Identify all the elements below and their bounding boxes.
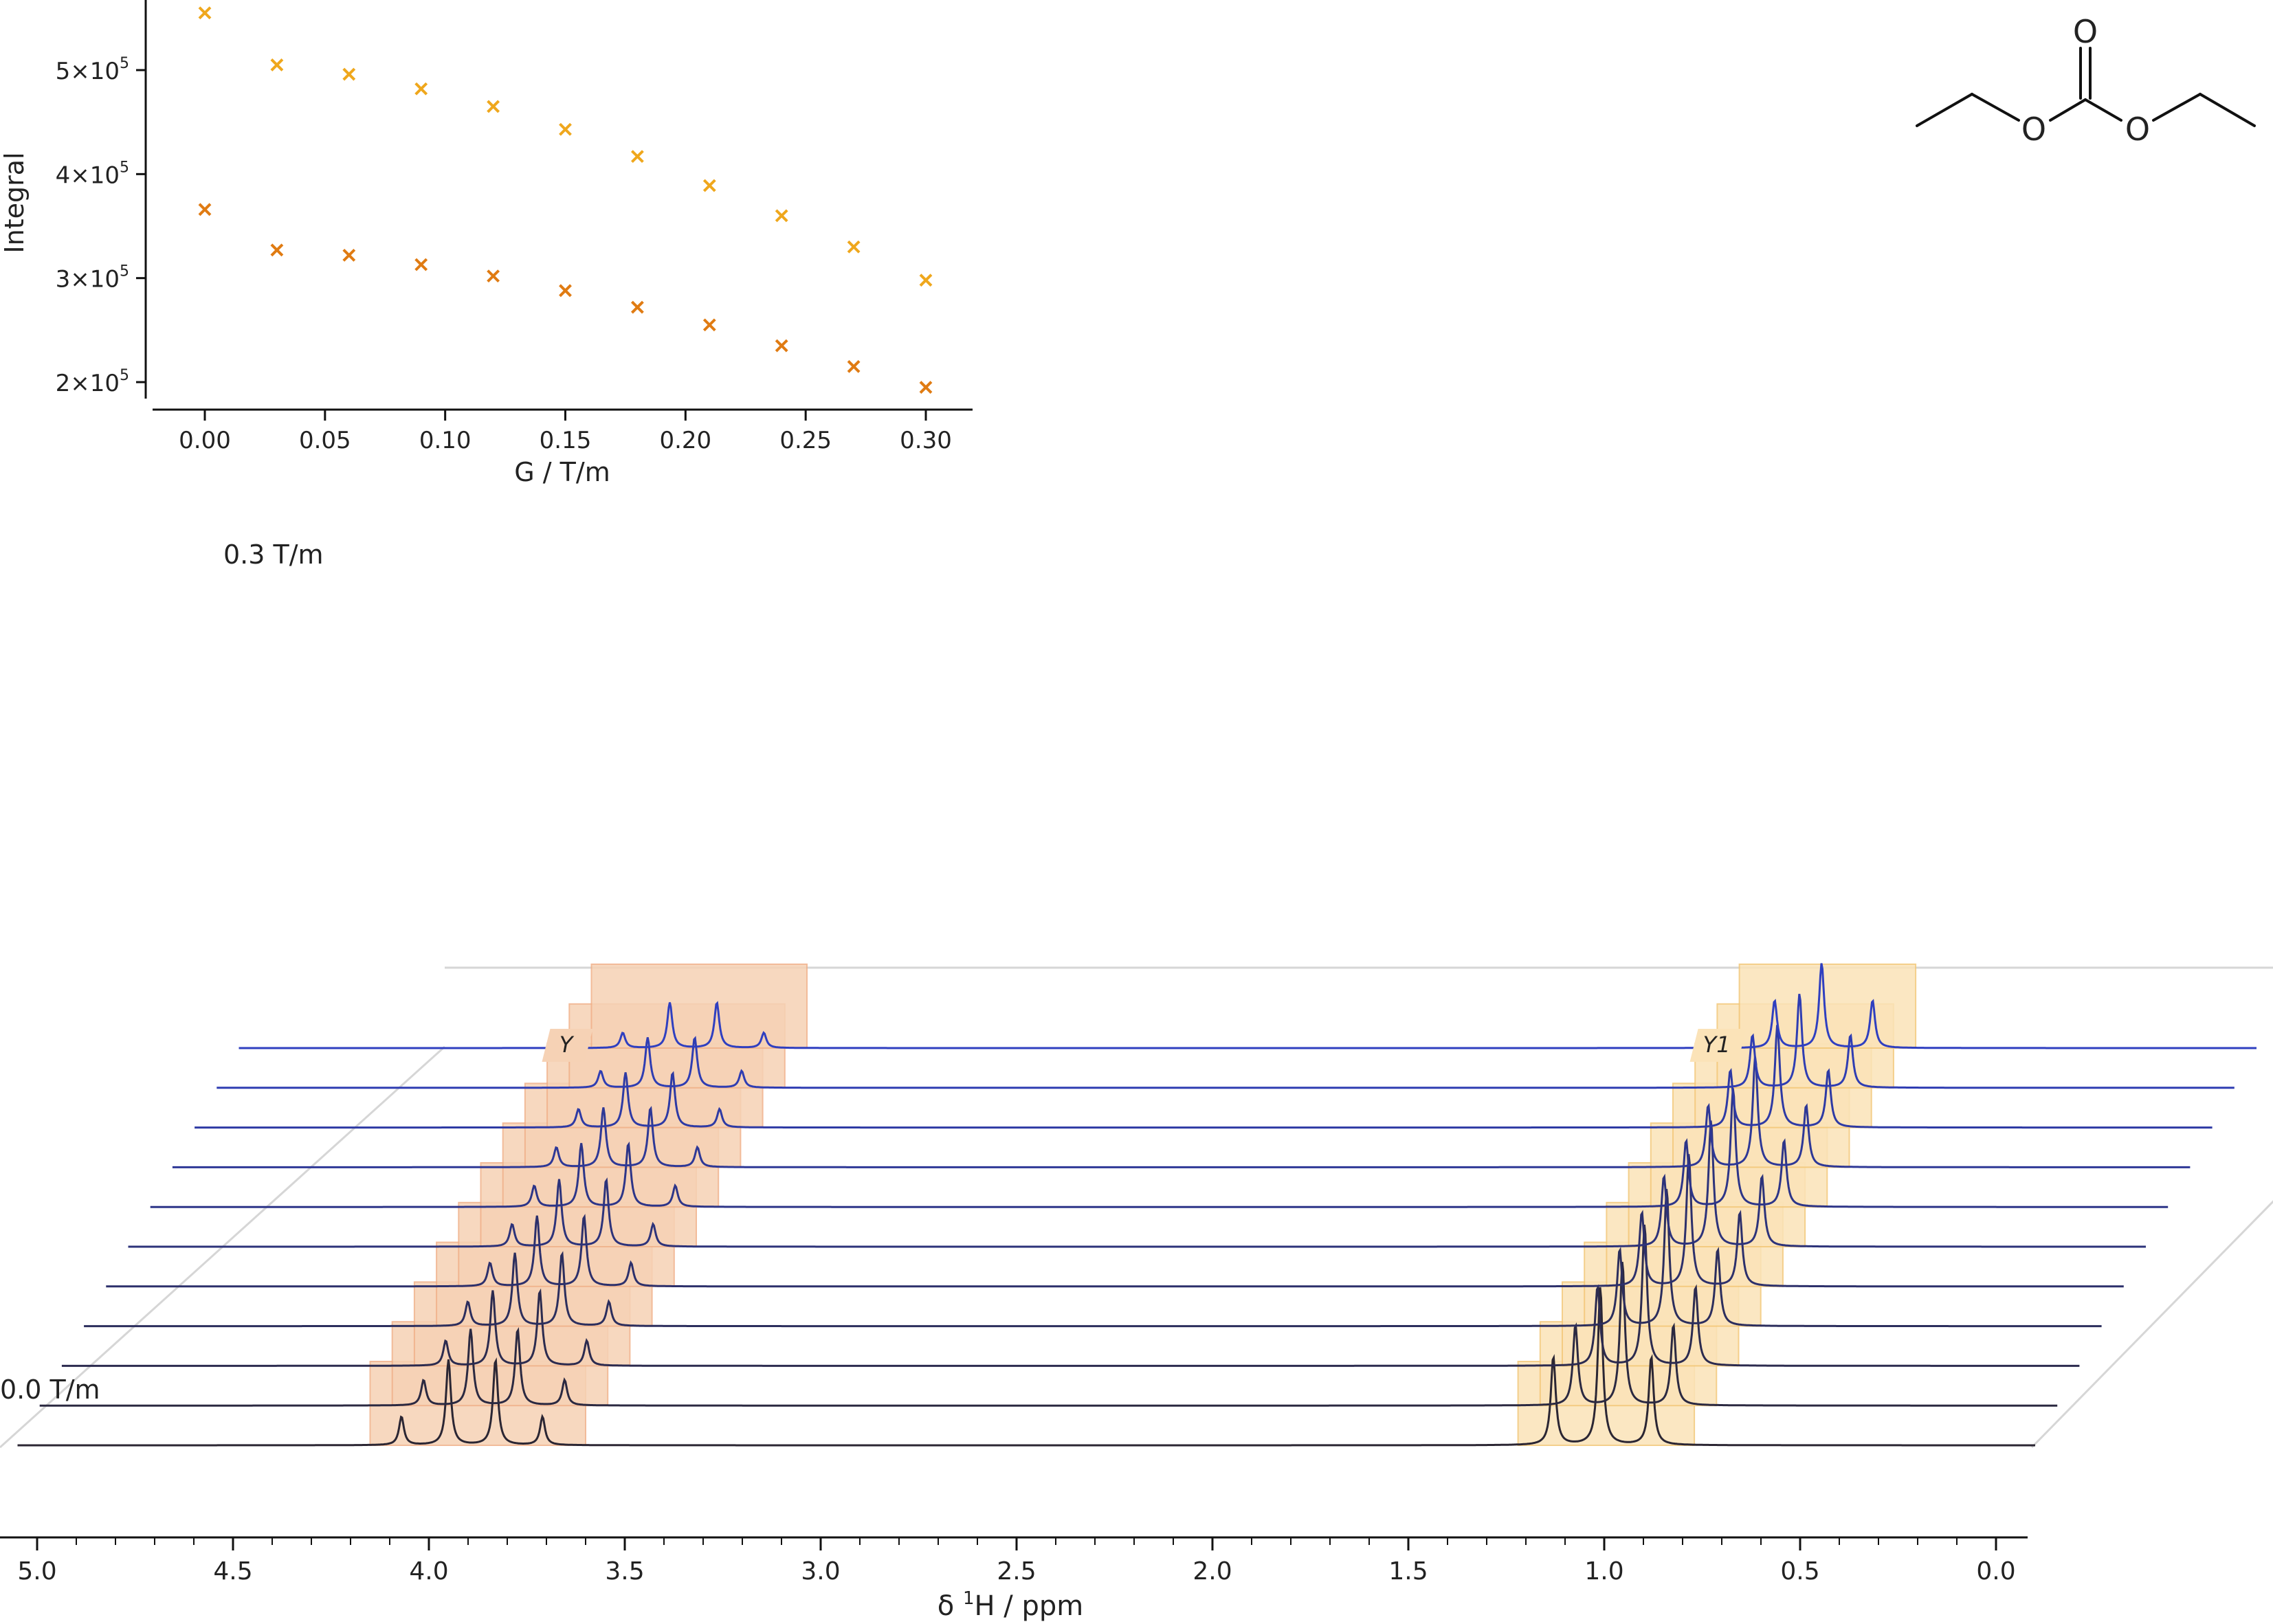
inset-x-tick-label: 0.25 (779, 427, 832, 454)
nmr-trace (61, 1224, 2080, 1367)
ppm-tick-label: 5.0 (17, 1557, 56, 1586)
stacked-nmr-spectra: Y Y1 0.0 T/m 0.3 T/m 5.0 4.5 4.0 3.5 3.0 2.5 2.… (0, 540, 2273, 1622)
atom-label-o: O (2021, 111, 2046, 148)
scatter-point (559, 284, 572, 298)
nmr-trace (195, 1025, 2213, 1129)
scatter-point (847, 240, 861, 254)
inset-y-axis-title: Integral (0, 152, 30, 253)
ppm-tick-label: 3.5 (605, 1557, 644, 1586)
scatter-point (270, 243, 284, 257)
scatter-point (270, 58, 284, 71)
inset-y-tick-label: 5×105 (56, 55, 129, 85)
nmr-trace (128, 1120, 2146, 1248)
scatter-point (702, 318, 716, 332)
bond (2152, 93, 2202, 122)
nmr-trace (150, 1088, 2169, 1208)
scatter-point (702, 179, 716, 192)
nmr-trace (172, 1056, 2191, 1168)
scatter-point (775, 339, 788, 353)
inset-x-tick-label: 0.05 (299, 427, 351, 454)
scatter-point (559, 122, 572, 136)
ppm-tick-label: 4.0 (409, 1557, 448, 1586)
scatter-point (414, 258, 428, 271)
inset-x-tick-label: 0.00 (179, 427, 231, 454)
stack-frame-edge (2030, 1200, 2273, 1449)
trace-label-first: 0.0 T/m (0, 1375, 100, 1405)
nmr-trace (17, 1287, 2035, 1447)
nmr-trace (217, 993, 2235, 1089)
scatter-point (342, 248, 356, 262)
integration-region (590, 964, 808, 1049)
bond (1971, 93, 2020, 122)
scatter-point (342, 67, 356, 81)
scatter-point (919, 381, 933, 394)
inset-x-tick-label: 0.30 (900, 427, 952, 454)
ppm-tick-label: 3.0 (801, 1557, 840, 1586)
nmr-trace (239, 963, 2257, 1049)
scatter-point (630, 150, 644, 164)
diethyl-carbonate-structure (1916, 47, 2256, 127)
scatter-point (487, 269, 500, 283)
scatter-point (775, 209, 788, 223)
inset-y-tick-label: 3×105 (56, 263, 129, 293)
integral-scatter-plot: 2×105 3×105 4×105 5×105 0.00 0.05 0.10 0.15 0.2… (0, 0, 973, 487)
ppm-tick-label: 0.0 (1976, 1557, 2015, 1586)
trace-label-last: 0.3 T/m (223, 540, 324, 570)
inset-x-axis-title: G / T/m (514, 457, 610, 487)
inset-y-tick-label: 2×105 (56, 367, 129, 397)
scatter-point (630, 300, 644, 314)
peak-group-label: Y1 (1689, 1029, 1747, 1062)
scatter-point (847, 359, 861, 373)
ppm-tick-label: 2.0 (1193, 1557, 1232, 1586)
svg-text:Y1: Y1 (1703, 1032, 1731, 1058)
nmr-trace (39, 1261, 2058, 1407)
bond (2084, 98, 2122, 122)
scatter-point (414, 82, 428, 96)
scatter-point (487, 100, 500, 113)
bond (2049, 98, 2087, 122)
scatter-point (198, 6, 212, 20)
inset-x-tick-label: 0.15 (540, 427, 592, 454)
inset-x-tick-label: 0.10 (419, 427, 472, 454)
atom-label-o: O (2125, 111, 2150, 148)
bond (2199, 93, 2256, 127)
ppm-axis-title: δ 1H / ppm (938, 1588, 1083, 1622)
ppm-tick-label: 1.5 (1388, 1557, 1428, 1586)
scatter-point (919, 274, 933, 287)
scatter-point (198, 203, 212, 216)
nmr-trace (84, 1188, 2102, 1328)
integration-region (1738, 964, 1917, 1049)
nmr-trace (106, 1154, 2124, 1288)
bond (1916, 93, 1973, 127)
ppm-tick-label: 1.0 (1584, 1557, 1623, 1586)
peak-group-label: Y (542, 1029, 593, 1062)
atom-label-o: O (2073, 13, 2098, 50)
ppm-tick-label: 4.5 (213, 1557, 252, 1586)
ppm-tick-label: 2.5 (997, 1557, 1036, 1586)
inset-x-tick-label: 0.20 (659, 427, 711, 454)
svg-text:Y: Y (559, 1032, 575, 1058)
ppm-tick-label: 0.5 (1780, 1557, 1819, 1586)
inset-y-tick-label: 4×105 (56, 159, 129, 189)
